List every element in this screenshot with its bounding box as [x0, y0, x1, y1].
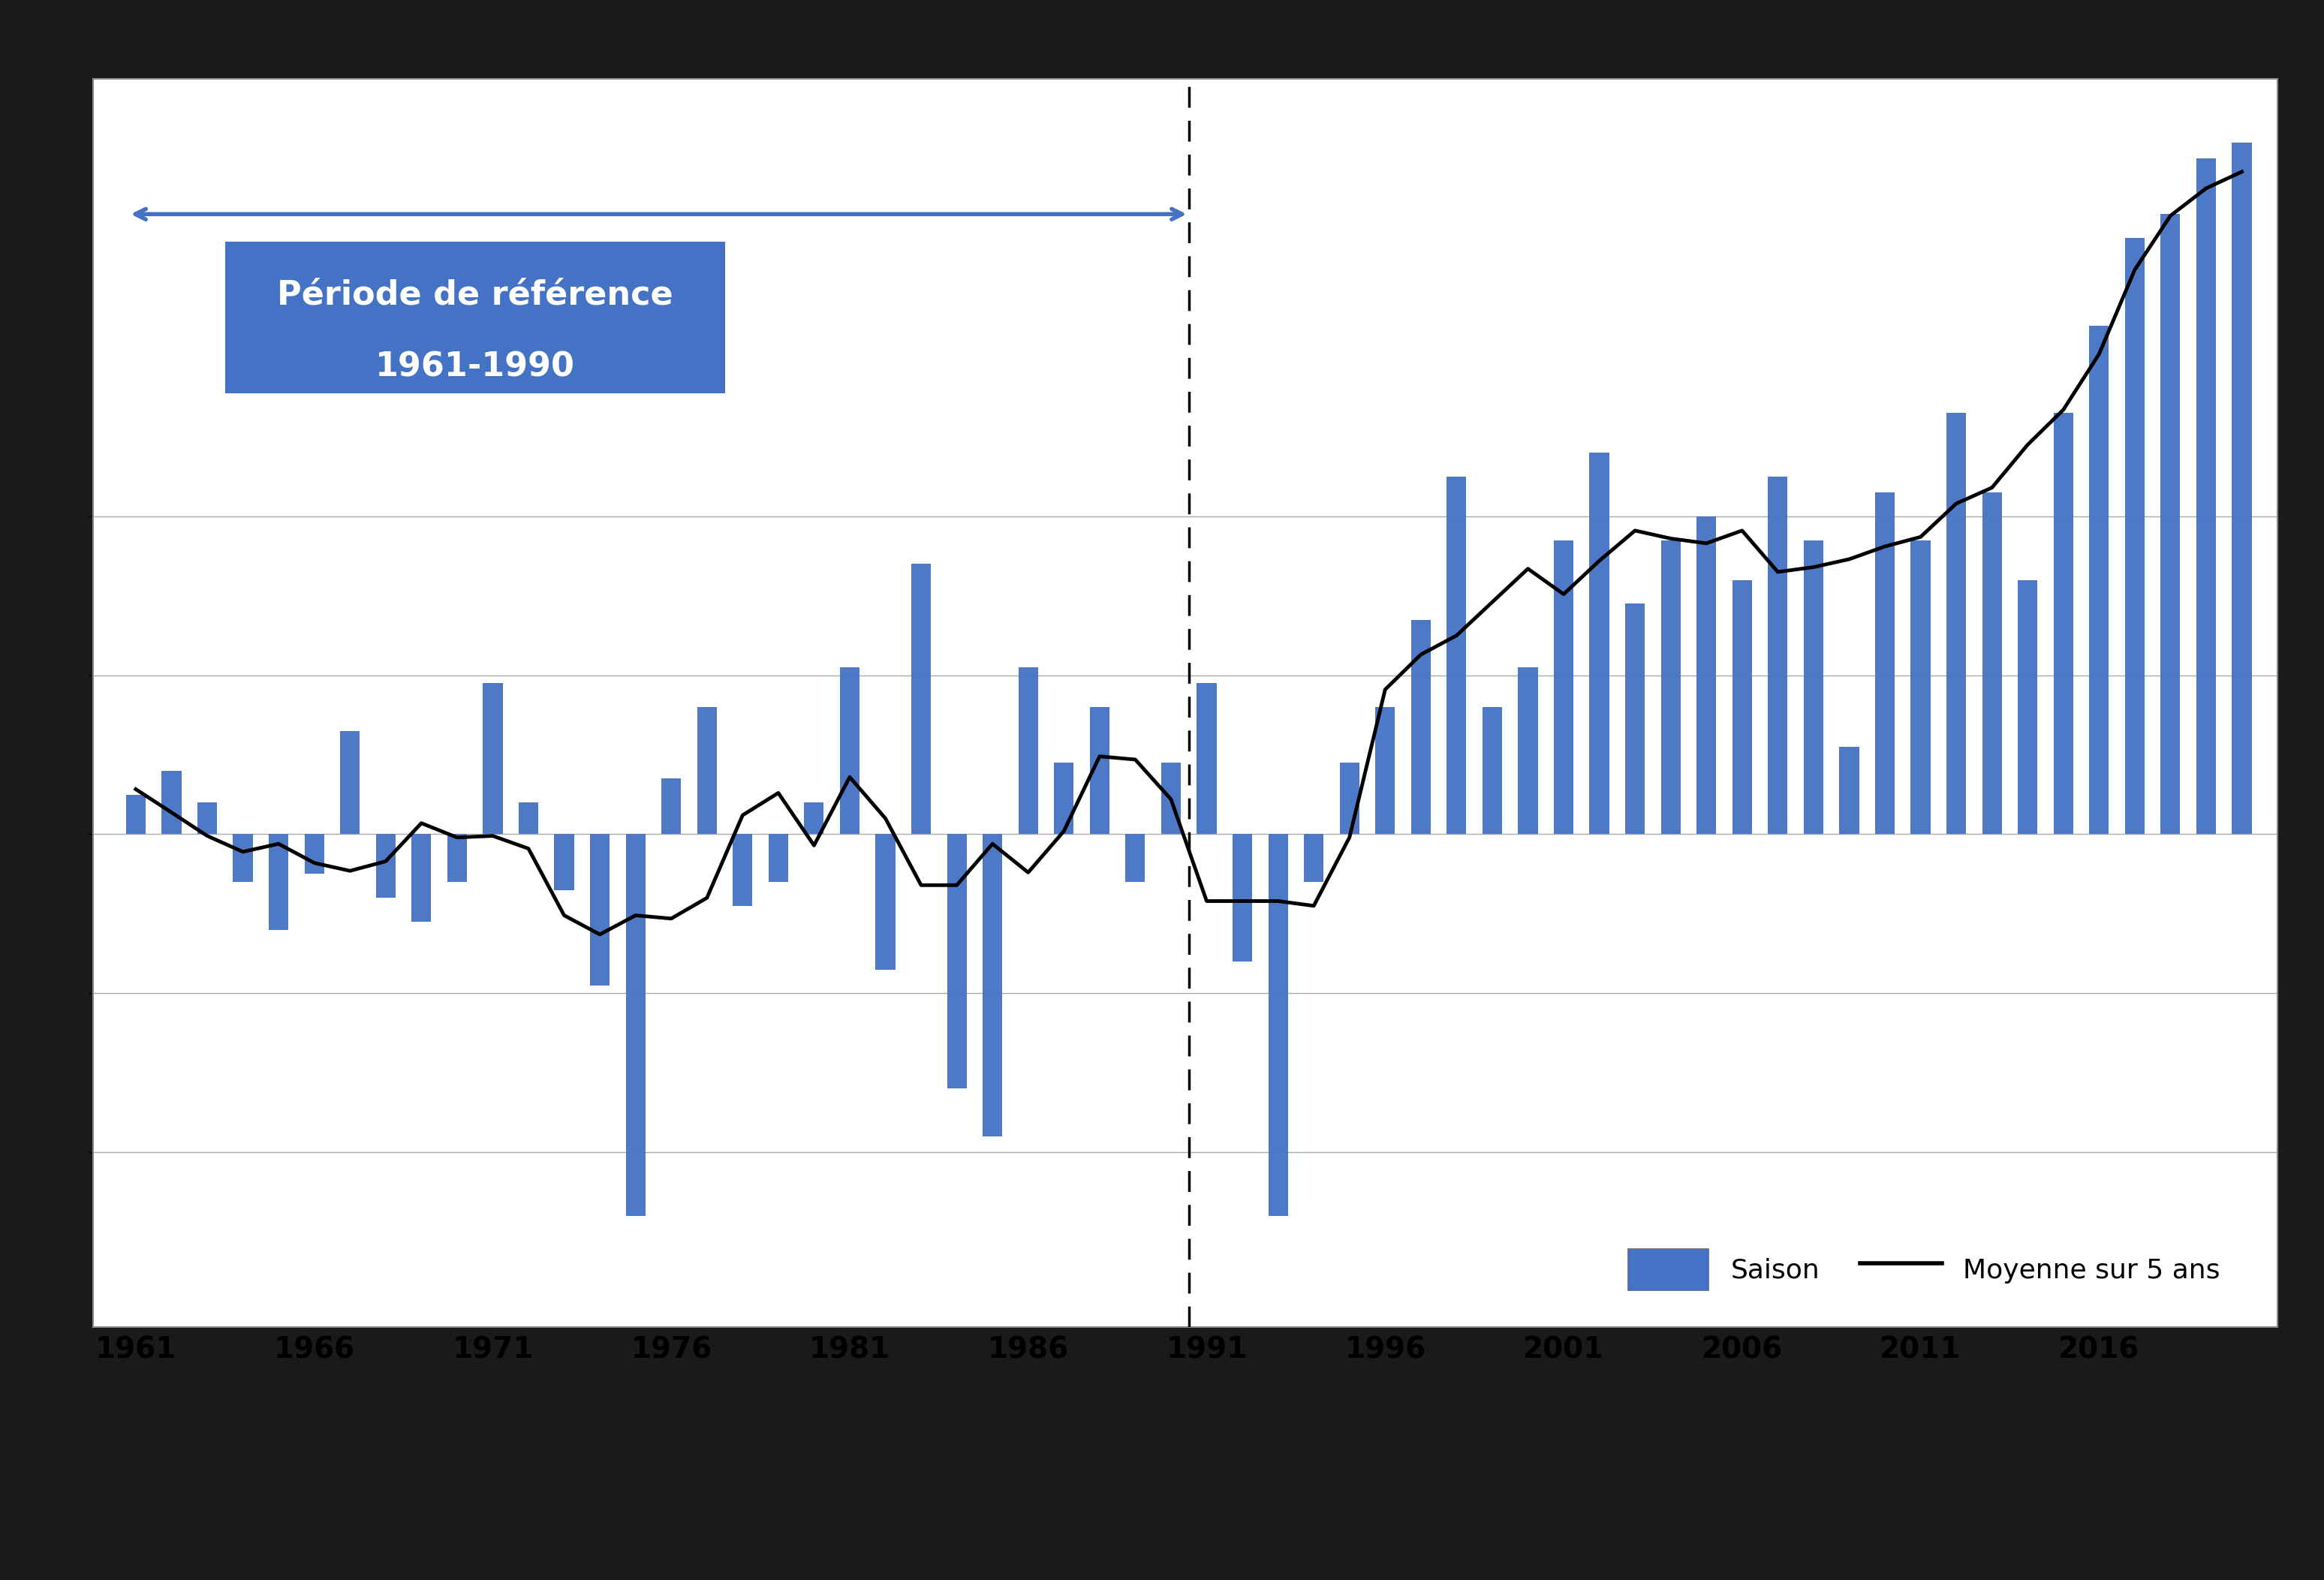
Bar: [1518, 667, 1538, 834]
Bar: [304, 834, 323, 874]
Bar: [1483, 708, 1501, 834]
Bar: [1304, 834, 1325, 882]
Text: 1961-1990: 1961-1990: [374, 351, 574, 382]
Bar: [1910, 540, 1931, 834]
Bar: [2161, 215, 2180, 834]
Bar: [1376, 708, 1394, 834]
Bar: [983, 834, 1002, 1136]
Bar: [804, 803, 823, 834]
Bar: [339, 732, 360, 834]
Bar: [1948, 412, 1966, 834]
Bar: [1875, 493, 1894, 834]
Bar: [446, 834, 467, 882]
Bar: [2196, 158, 2217, 834]
Bar: [1125, 834, 1146, 882]
Bar: [1555, 540, 1573, 834]
Bar: [2017, 580, 2038, 834]
Bar: [555, 834, 574, 890]
Bar: [1339, 763, 1360, 834]
Bar: [518, 803, 539, 834]
Bar: [1697, 517, 1715, 834]
Bar: [376, 834, 395, 897]
Bar: [1982, 493, 2001, 834]
Bar: [163, 771, 181, 834]
Bar: [125, 795, 146, 834]
FancyBboxPatch shape: [225, 242, 725, 393]
Bar: [876, 834, 895, 970]
Bar: [769, 834, 788, 882]
Bar: [1411, 619, 1432, 834]
Bar: [411, 834, 432, 921]
Bar: [1269, 834, 1287, 1217]
Bar: [270, 834, 288, 929]
Bar: [1232, 834, 1253, 962]
Bar: [1838, 747, 1859, 834]
Bar: [1769, 477, 1787, 834]
Bar: [2231, 142, 2252, 834]
Legend: Saison, Moyenne sur 5 ans: Saison, Moyenne sur 5 ans: [1618, 1237, 2231, 1302]
Bar: [1162, 763, 1181, 834]
Bar: [590, 834, 609, 986]
Bar: [1055, 763, 1074, 834]
Bar: [2124, 239, 2145, 834]
Bar: [946, 834, 967, 1089]
Bar: [483, 683, 502, 834]
Bar: [697, 708, 716, 834]
Bar: [1803, 540, 1824, 834]
Bar: [1624, 604, 1645, 834]
Bar: [1590, 452, 1608, 834]
Bar: [1018, 667, 1039, 834]
Bar: [839, 667, 860, 834]
Bar: [1090, 708, 1109, 834]
Text: Période de référence: Période de référence: [277, 280, 674, 311]
Bar: [911, 564, 932, 834]
Bar: [1731, 580, 1752, 834]
Bar: [1197, 683, 1215, 834]
Bar: [198, 803, 216, 834]
Bar: [232, 834, 253, 882]
Bar: [625, 834, 646, 1217]
Bar: [1448, 477, 1466, 834]
Bar: [2089, 325, 2108, 834]
Bar: [1662, 540, 1680, 834]
Bar: [2054, 412, 2073, 834]
Bar: [732, 834, 753, 905]
Bar: [662, 779, 681, 834]
